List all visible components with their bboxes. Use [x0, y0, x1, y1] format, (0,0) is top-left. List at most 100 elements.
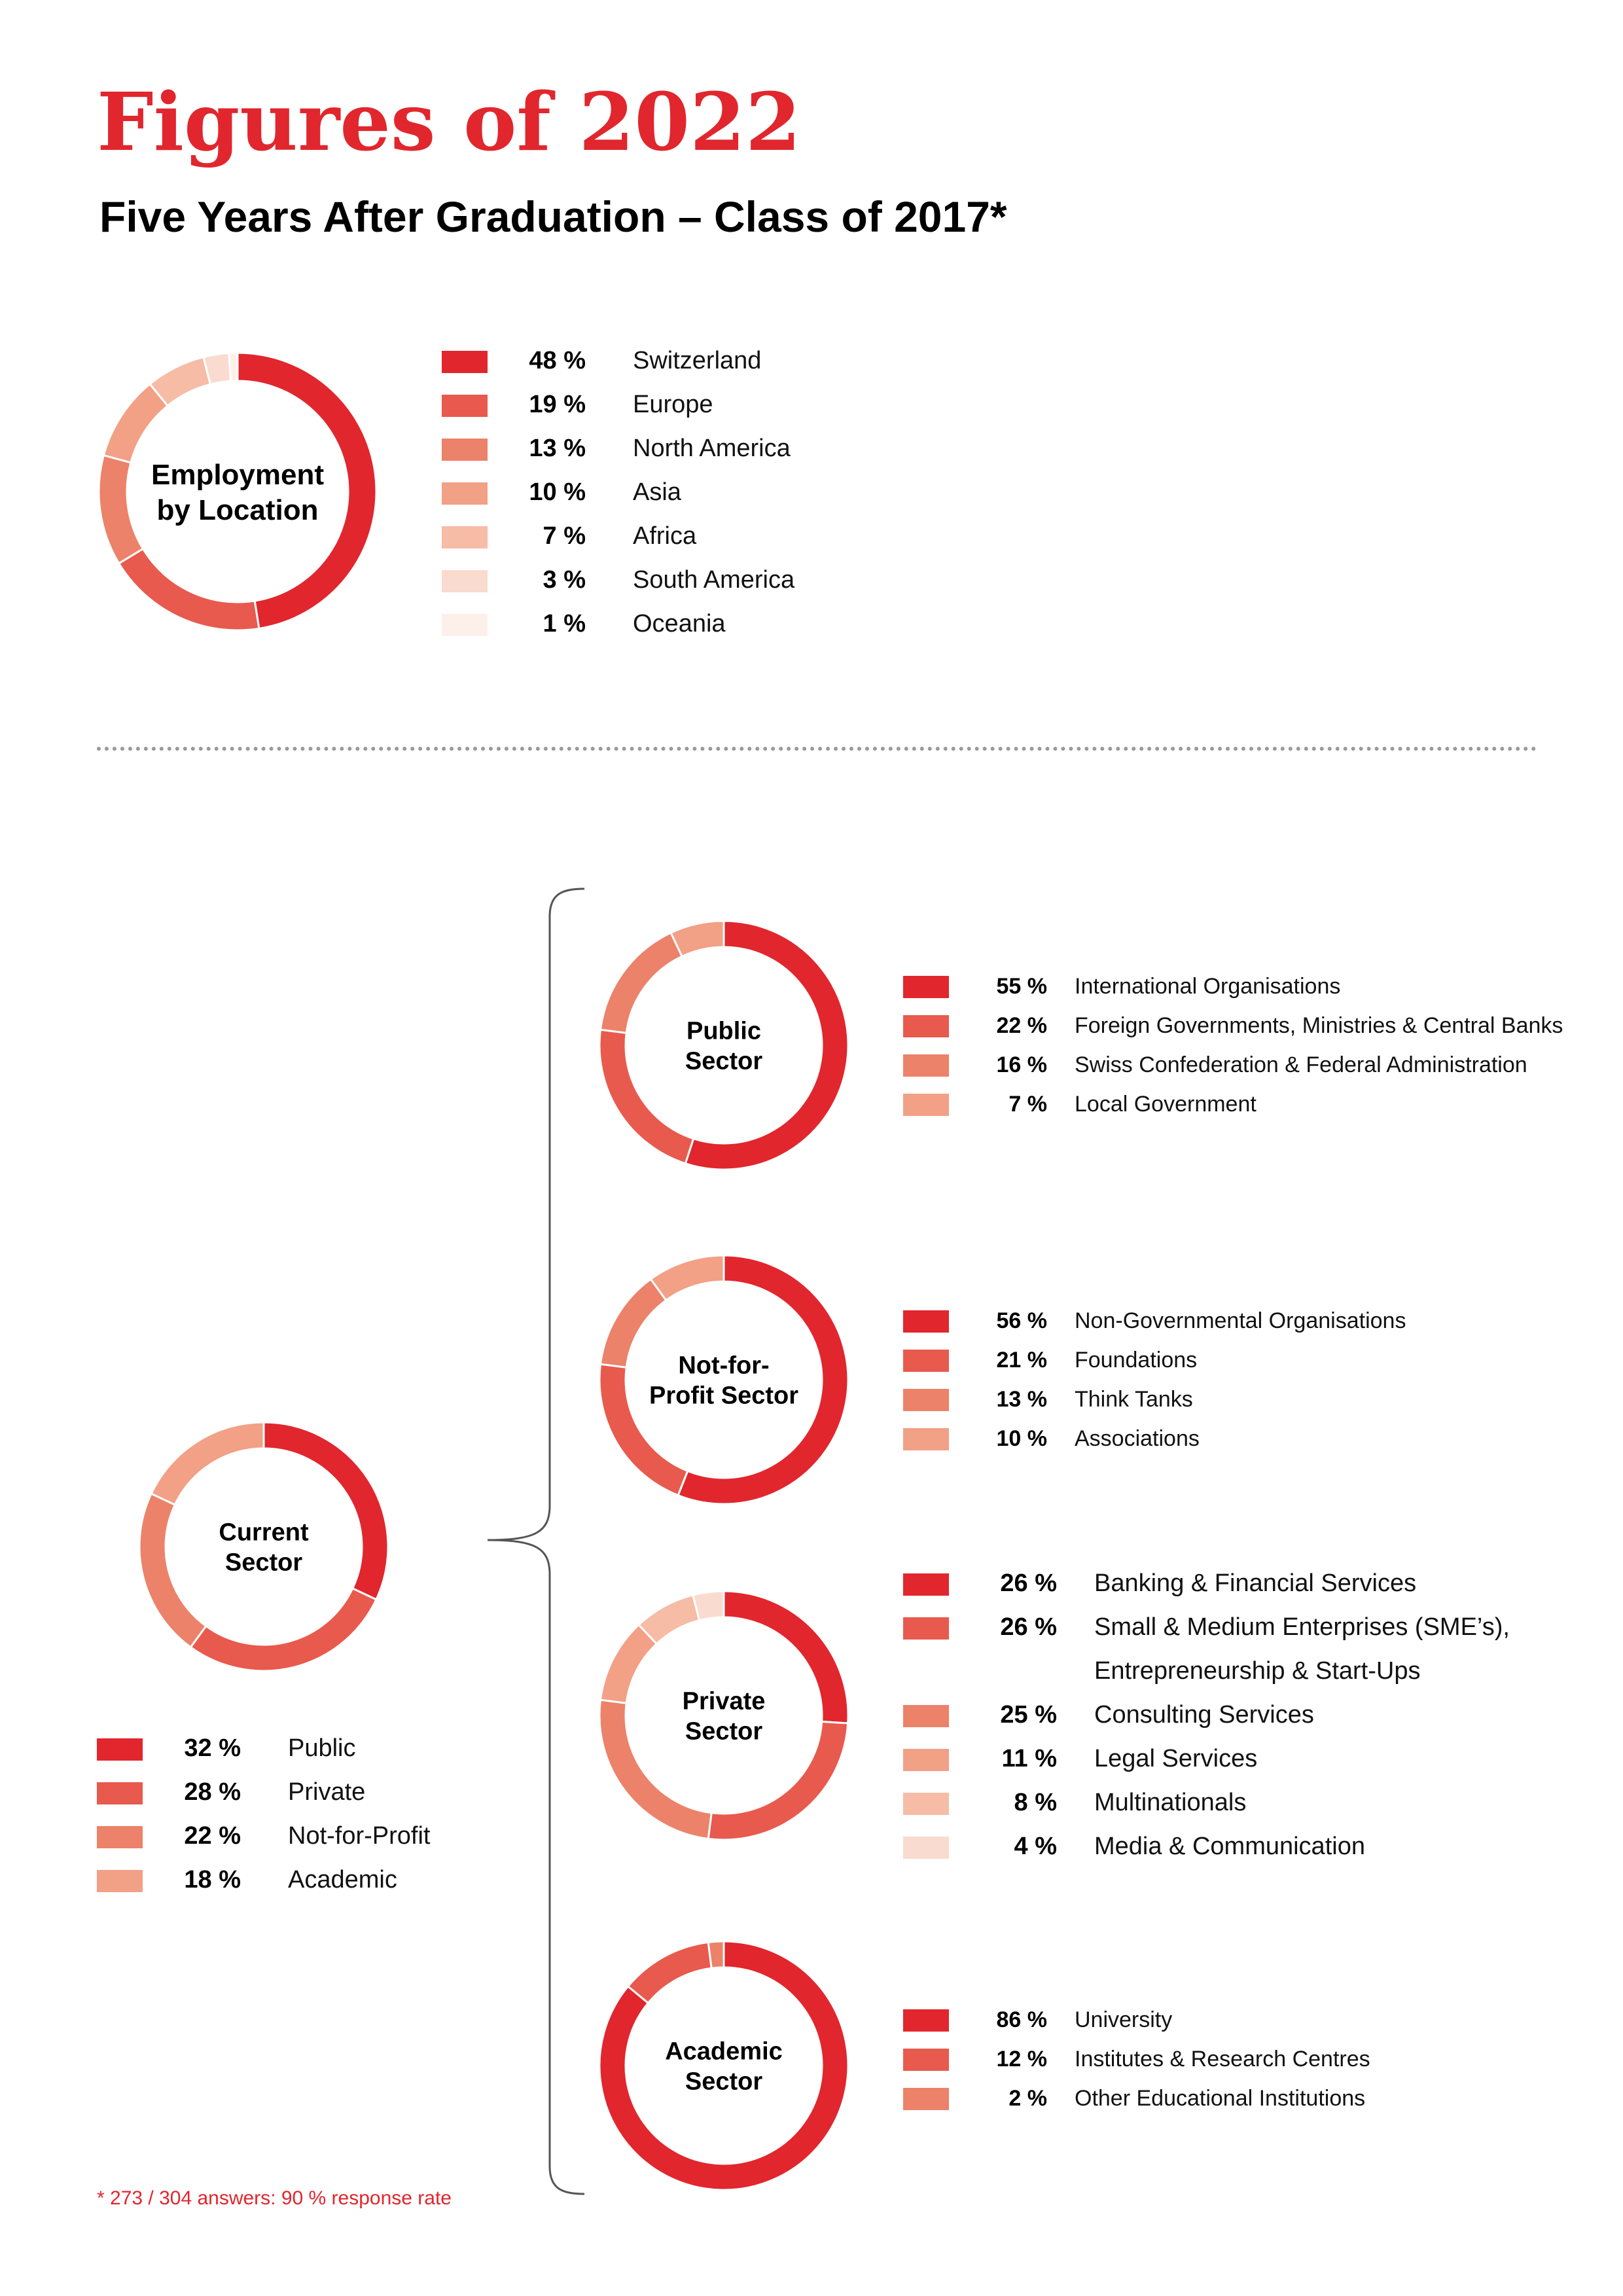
academic-slice-3 [707, 1940, 725, 1969]
legend-swatch [97, 1738, 143, 1761]
legend-percentage: 19 % [529, 391, 586, 418]
legend-label: Multinationals [1094, 1789, 1247, 1816]
legend-percentage: 4 % [1014, 1833, 1057, 1860]
legend-label: Think Tanks [1075, 1387, 1193, 1412]
nonprofit-center-label: Not-for- [678, 1352, 769, 1380]
legend-percentage: 86 % [996, 2007, 1048, 2032]
legend-swatch [903, 1428, 949, 1451]
legend-swatch [903, 1748, 949, 1771]
legend-percentage: 2 % [1008, 2086, 1047, 2111]
legend-label: University [1075, 2007, 1173, 2032]
private-slice-6 [691, 1590, 725, 1622]
legend-swatch [903, 2049, 949, 2072]
legend-swatch [442, 613, 488, 636]
legend-label: Local Government [1075, 1092, 1257, 1117]
legend-percentage: 18 % [184, 1866, 241, 1893]
legend-label: Other Educational Institutions [1075, 2086, 1366, 2111]
legend-label: Academic [288, 1866, 397, 1893]
private-center-label: Sector [685, 1718, 762, 1746]
page-title: Figures of 2022 [97, 75, 801, 169]
legend-label: Europe [633, 391, 713, 418]
legend-percentage: 1 % [543, 610, 586, 637]
academic-slice-1 [598, 1940, 849, 2191]
legend-label: Not-for-Profit [288, 1822, 431, 1850]
legend-swatch [903, 1704, 949, 1727]
legend-label: Entrepreneurship & Start-Ups [1094, 1657, 1421, 1685]
legend-percentage: 25 % [1000, 1701, 1057, 1729]
legend-label: Banking & Financial Services [1094, 1570, 1417, 1597]
public-center-label: Public [687, 1018, 761, 1045]
legend-swatch [442, 526, 488, 548]
legend-swatch [903, 1836, 949, 1859]
legend-percentage: 48 % [529, 347, 586, 374]
nonprofit-slice-1 [677, 1254, 849, 1505]
legend-swatch [97, 1825, 143, 1848]
nonprofit-slice-4 [649, 1254, 725, 1302]
legend-label: Associations [1075, 1426, 1200, 1451]
academic-center-label: Sector [685, 2068, 762, 2096]
legend-label: Private [288, 1778, 366, 1806]
current-center-label: Current [219, 1519, 309, 1547]
legend-label: Small & Medium Enterprises (SME’s), [1094, 1613, 1510, 1641]
legend-label: South America [633, 566, 795, 594]
public-center-label: Sector [685, 1048, 762, 1075]
legend-label: Oceania [633, 610, 726, 637]
legend-percentage: 7 % [543, 522, 586, 550]
academic-center-label: Academic [665, 2038, 783, 2066]
location-center-label: by Location [157, 494, 319, 526]
page-subtitle: Five Years After Graduation – Class of 2… [99, 192, 1007, 241]
legend-percentage: 55 % [996, 974, 1048, 999]
legend-percentage: 21 % [996, 1348, 1048, 1372]
legend-percentage: 56 % [996, 1308, 1048, 1333]
legend-percentage: 22 % [184, 1822, 241, 1850]
legend-percentage: 7 % [1008, 1092, 1047, 1117]
legend-label: Legal Services [1094, 1745, 1258, 1772]
legend-percentage: 12 % [996, 2047, 1048, 2072]
legend-swatch [442, 394, 488, 417]
legend-label: Public [288, 1734, 356, 1762]
private-center-label: Private [683, 1688, 766, 1715]
legend-label: Africa [633, 522, 697, 550]
current-slice-4 [150, 1421, 265, 1507]
legend-swatch [903, 1573, 949, 1596]
footnote: * 273 / 304 answers: 90 % response rate [97, 2187, 452, 2209]
legend-percentage: 16 % [996, 1052, 1048, 1077]
legend-label: Non-Governmental Organisations [1075, 1308, 1406, 1333]
legend-label: Swiss Confederation & Federal Administra… [1075, 1052, 1527, 1077]
legend-percentage: 22 % [996, 1013, 1048, 1038]
legend-label: Consulting Services [1094, 1701, 1314, 1729]
legend-percentage: 10 % [529, 478, 586, 506]
legend-swatch [903, 1350, 949, 1372]
public-donut-chart: Public Sector [598, 920, 849, 1171]
legend-percentage: 3 % [543, 566, 586, 594]
legend-label: Foreign Governments, Ministries & Centra… [1075, 1013, 1563, 1038]
legend-percentage: 32 % [184, 1734, 241, 1762]
legend-label: Switzerland [633, 347, 762, 374]
public-slice-4 [669, 920, 725, 958]
public-slice-1 [684, 920, 849, 1171]
legend-swatch [442, 482, 488, 505]
legend-percentage: 26 % [1000, 1570, 1057, 1597]
dotted-divider [97, 747, 1537, 751]
legend-label: International Organisations [1075, 974, 1341, 999]
legend-swatch [442, 350, 488, 373]
legend-swatch [903, 1310, 949, 1333]
legend-swatch [903, 2009, 949, 2032]
legend-swatch [903, 1015, 949, 1038]
legend-swatch [903, 1094, 949, 1117]
legend-percentage: 26 % [1000, 1613, 1057, 1641]
legend-swatch [97, 1782, 143, 1804]
legend-label: Institutes & Research Centres [1075, 2047, 1370, 2072]
legend-swatch [903, 1617, 949, 1640]
location-slice-1 [236, 351, 378, 630]
legend-percentage: 28 % [184, 1778, 241, 1806]
private-donut-chart: Private Sector [598, 1590, 849, 1841]
legend-percentage: 11 % [1001, 1745, 1057, 1772]
legend-label: Foundations [1075, 1348, 1198, 1372]
location-center-label: Employment [151, 459, 324, 491]
legend-swatch [903, 1792, 949, 1815]
